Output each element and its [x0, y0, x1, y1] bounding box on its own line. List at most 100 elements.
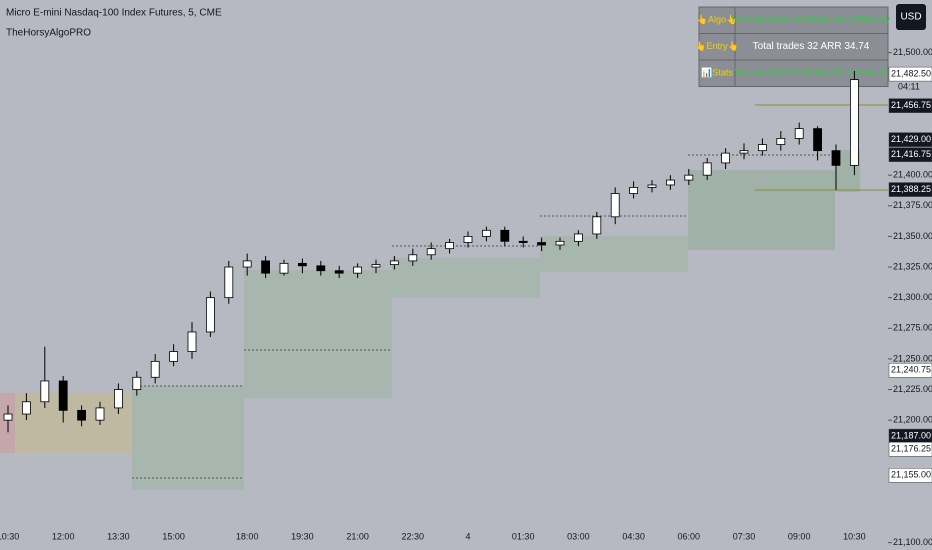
- x-tick-label: 10:30: [843, 531, 866, 541]
- candle-body: [426, 248, 436, 256]
- candle-body: [95, 407, 105, 421]
- x-tick-label: 06:00: [678, 531, 701, 541]
- price-mark-label: 21,155.00: [891, 470, 931, 480]
- price-mark: [888, 132, 932, 147]
- target-lines: [755, 104, 888, 191]
- x-tick-label: 22:30: [402, 531, 425, 541]
- candle-body: [279, 262, 289, 274]
- candle-body: [334, 270, 344, 274]
- candle-body: [114, 389, 123, 409]
- y-tick-label: 21,350.00: [893, 231, 932, 241]
- candle-body: [592, 216, 602, 235]
- x-tick-label: 13:30: [107, 531, 130, 541]
- x-tick-label: 07:30: [733, 531, 756, 541]
- candle-body: [169, 351, 179, 362]
- table-label: 👆Algo👆: [697, 13, 737, 24]
- countdown: 04:11: [898, 81, 920, 91]
- chart-title: Micro E-mini Nasdaq-100 Index Futures, 5…: [6, 8, 222, 19]
- candle-body: [702, 162, 712, 176]
- candle-body: [813, 128, 822, 152]
- zone: [244, 270, 392, 398]
- candle-body: [776, 138, 786, 145]
- candle-body: [537, 242, 546, 246]
- zone: [540, 236, 688, 272]
- y-tick-label: 21,200.00: [893, 415, 932, 425]
- price-mark-label: 21,187.00: [891, 430, 931, 440]
- price-mark-label: 21,388.25: [891, 184, 931, 194]
- candle-body: [555, 240, 565, 246]
- price-axis: [888, 0, 932, 550]
- candle-body: [629, 187, 638, 194]
- table-cell: [698, 6, 736, 34]
- zone: [392, 258, 540, 298]
- candle-body: [21, 401, 31, 415]
- x-tick-label: 10:30: [0, 531, 19, 541]
- table-cell: [734, 59, 889, 87]
- y-tick-label: 21,100.00: [893, 537, 932, 547]
- candle-body: [150, 360, 160, 378]
- price-mark: [888, 147, 932, 162]
- candle-body: [77, 409, 86, 421]
- x-tick-label: 04:30: [622, 531, 645, 541]
- x-tick-label: 09:00: [788, 531, 811, 541]
- candle-body: [408, 254, 418, 262]
- candle-body: [242, 260, 252, 268]
- x-tick-label: 01:30: [512, 531, 535, 541]
- y-tick-label: 21,500.00: [893, 47, 932, 57]
- price-mark-label: 21,456.75: [891, 100, 931, 110]
- x-tick-label: 21:00: [346, 531, 369, 541]
- y-tick-label: 21,250.00: [893, 353, 932, 363]
- table-label: 👆Entry👆: [695, 40, 738, 51]
- candle-body: [205, 297, 215, 333]
- price-mark-label: 21,176.25: [891, 444, 931, 454]
- candle-body: [684, 174, 694, 181]
- price-mark-label: 21,240.75: [891, 365, 931, 375]
- candle-body: [481, 229, 491, 237]
- candle-body: [831, 150, 841, 166]
- candle-body: [463, 236, 473, 243]
- candle-body: [610, 193, 620, 218]
- x-tick-label: 4: [465, 531, 470, 541]
- candle-body: [721, 152, 730, 164]
- x-tick-label: 12:00: [52, 531, 75, 541]
- candle-body: [739, 150, 749, 154]
- candle-body: [647, 184, 657, 188]
- currency: USD: [900, 12, 921, 23]
- candle-body: [389, 260, 399, 265]
- candle-body: [40, 380, 50, 403]
- y-tick-label: 21,400.00: [893, 170, 932, 180]
- candle-body: [353, 266, 363, 274]
- x-tick-label: 15:00: [162, 531, 185, 541]
- table-cell: [734, 33, 889, 61]
- currency-button[interactable]: [896, 4, 926, 30]
- candle-body: [224, 266, 234, 299]
- x-tick-label: 03:00: [567, 531, 590, 541]
- table-value: Total trades 32 ARR 34.74: [753, 41, 870, 52]
- candle-body: [371, 264, 381, 268]
- x-tick-label: 19:30: [291, 531, 314, 541]
- table-label: 📊Stats: [701, 66, 733, 77]
- candle-body: [3, 413, 13, 421]
- price-mark-label: 21,482.50: [891, 68, 931, 78]
- stats-table: 👆Algo👆HH range 34min 18.50Daily-buy 123M…: [695, 6, 890, 87]
- indicator-name: TheHorsyAlgoPRO: [6, 28, 91, 39]
- candle-body: [758, 144, 767, 152]
- candle-body: [297, 262, 307, 267]
- y-tick-label: 21,275.00: [893, 323, 932, 333]
- price-mark: [888, 66, 932, 82]
- table-value: HH range 34min 18.50Daily-buy 123Min-buy: [732, 15, 890, 24]
- candle-body: [132, 376, 142, 390]
- candle-body: [261, 260, 271, 274]
- price-mark: [888, 468, 932, 483]
- candle-body: [518, 240, 528, 243]
- price-mark: [888, 182, 932, 197]
- y-tick-label: 21,325.00: [893, 261, 932, 271]
- price-mark: [888, 362, 932, 378]
- candle-body: [850, 79, 859, 166]
- price-mark-label: 21,429.00: [891, 134, 931, 144]
- table-value: Win rate 93% PF 8.38 Max DD 1 Streak 12: [735, 68, 888, 77]
- price-mark: [888, 98, 932, 113]
- candle-body: [500, 229, 510, 242]
- candle-body: [445, 242, 455, 250]
